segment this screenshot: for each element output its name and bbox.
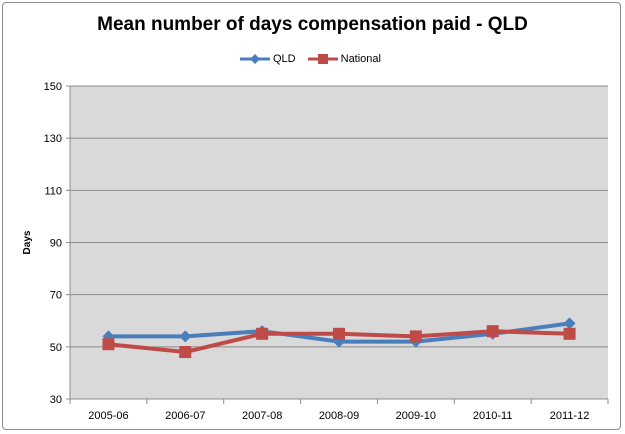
legend-label-qld: QLD: [273, 53, 296, 65]
data-point-qld: [563, 317, 576, 330]
legend-item-national: National: [307, 53, 381, 65]
data-point-national: [102, 338, 115, 351]
x-tick-label: 2011-12: [550, 410, 590, 422]
y-tick-label: 50: [50, 342, 62, 354]
data-point-national: [333, 327, 345, 340]
x-tick-label: 2006-07: [165, 410, 205, 422]
data-point-national: [563, 327, 576, 340]
chart-title: Mean number of days compensation paid - …: [97, 14, 528, 35]
legend-swatch-national: [307, 54, 338, 64]
data-point-national: [409, 330, 422, 343]
data-point-national: [256, 327, 269, 340]
y-tick-label: 30: [50, 394, 62, 406]
legend-label-national: National: [340, 53, 381, 65]
y-tick-label: 90: [50, 238, 62, 250]
y-tick-label: 150: [44, 81, 62, 93]
x-tick-label: 2009-10: [396, 410, 436, 422]
y-tick-label: 70: [50, 290, 62, 302]
legend-item-qld: QLD: [240, 53, 296, 65]
y-tick-label: 110: [44, 185, 62, 197]
x-tick-label: 2010-11: [473, 410, 513, 422]
x-tick-label: 2007-08: [242, 410, 282, 422]
legend-swatch-qld: [240, 54, 270, 64]
legend: QLD National: [240, 51, 381, 67]
data-point-qld: [179, 330, 192, 343]
data-point-national: [486, 325, 499, 338]
x-tick-label: 2008-09: [319, 410, 359, 422]
y-tick-label: 130: [44, 133, 62, 145]
y-axis-label: Days: [22, 230, 33, 254]
data-point-national: [179, 346, 192, 359]
x-tick-label: 2005-06: [88, 410, 128, 422]
